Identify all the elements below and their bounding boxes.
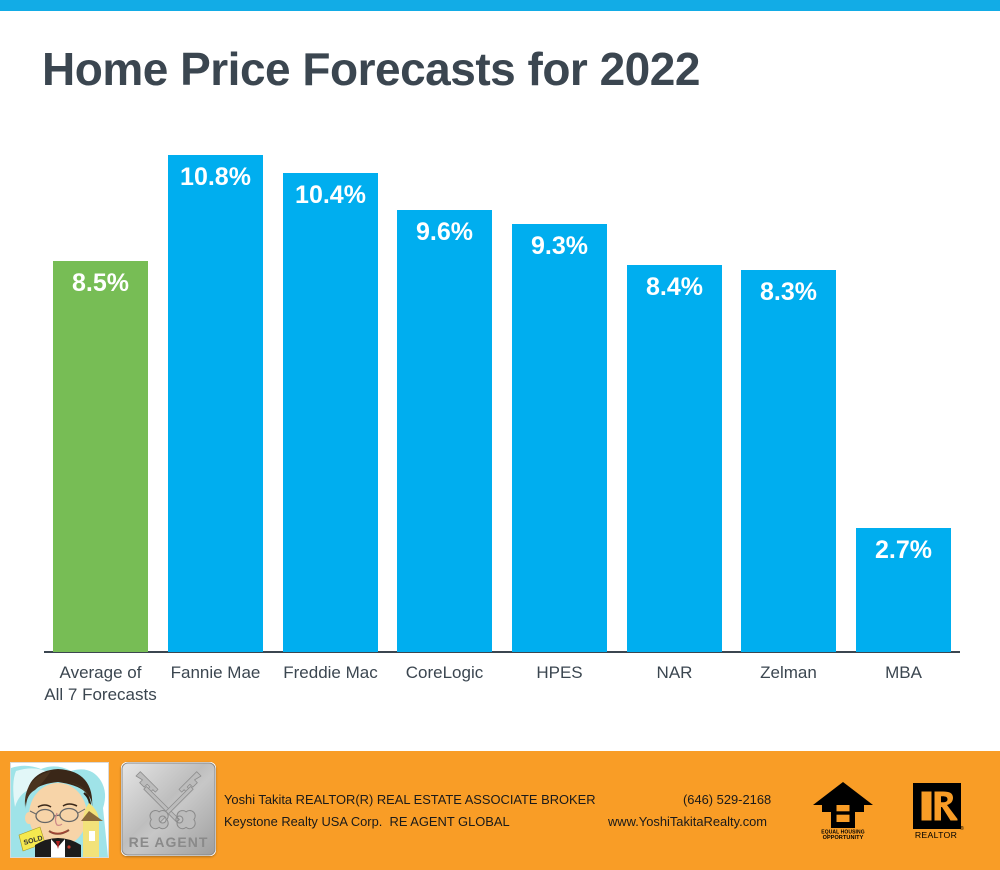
svg-text:®: ® <box>960 825 964 832</box>
svg-text:RE AGENT: RE AGENT <box>129 834 209 850</box>
svg-text:REALTOR: REALTOR <box>915 830 957 839</box>
svg-text:OPPORTUNITY: OPPORTUNITY <box>823 835 864 839</box>
